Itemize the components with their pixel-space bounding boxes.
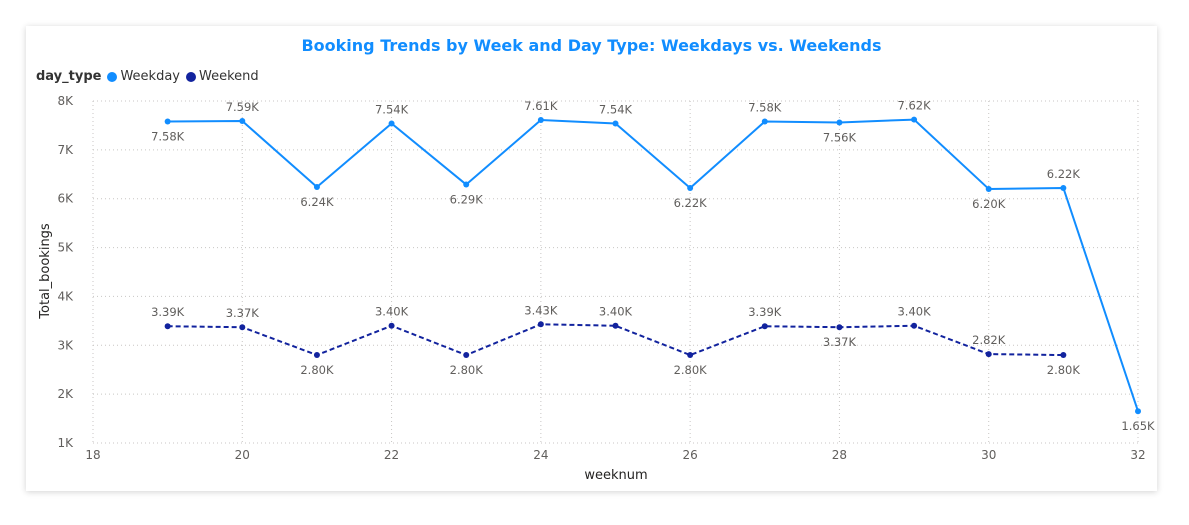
data-label-weekday: 7.58K [151,130,185,144]
x-tick-label: 30 [981,448,996,462]
chart-title: Booking Trends by Week and Day Type: Wee… [301,36,882,55]
data-label-weekday: 6.20K [972,197,1006,211]
data-label-weekday: 7.59K [226,100,260,114]
legend-label-weekday: Weekday [120,69,180,84]
data-label-weekday: 1.65K [1121,419,1155,433]
y-axis-title: Total_bookings [38,223,53,320]
legend-dot-weekend [186,71,196,82]
data-point-weekend[interactable] [239,324,246,331]
series-layer [164,116,1141,415]
data-point-weekday[interactable] [836,119,843,126]
y-tick-label: 7K [57,143,74,157]
legend-dot-weekday [107,71,118,82]
series-line-weekday [167,118,1139,412]
data-point-weekday[interactable] [761,118,768,125]
data-point-weekend[interactable] [761,323,768,330]
y-tick-label: 4K [57,289,74,303]
x-tick-label: 32 [1130,448,1145,462]
y-tick-label: 6K [57,192,74,206]
y-tick-label: 2K [57,387,74,401]
data-label-weekend: 2.80K [450,363,484,377]
y-tick-label: 3K [57,338,74,352]
data-label-weekend: 2.80K [1047,363,1081,377]
legend: day_type Weekday Weekend [36,69,265,84]
data-point-weekend[interactable] [612,322,619,329]
data-point-weekday[interactable] [911,116,918,123]
data-point-weekend[interactable] [463,352,470,359]
data-label-weekday: 6.22K [674,196,708,210]
data-label-weekend: 3.39K [151,305,185,319]
data-label-weekday: 7.62K [897,99,931,113]
x-tick-label: 22 [384,448,399,462]
data-point-weekend[interactable] [388,322,395,329]
data-point-weekday[interactable] [1060,184,1067,191]
data-point-weekend[interactable] [164,323,171,330]
data-label-weekday: 6.29K [450,193,484,207]
data-point-weekend[interactable] [313,352,320,359]
axis-layer: 1K 2K 3K 4K 5K 6K 7K 8K 18 20 22 24 26 28 30 32 [57,94,1145,462]
data-label-weekday: 7.58K [748,101,782,115]
data-label-weekend: 2.82K [972,333,1006,347]
legend-title: day_type [36,69,102,84]
data-label-weekend: 3.40K [897,305,931,319]
legend-label-weekend: Weekend [199,69,259,84]
data-point-weekday[interactable] [985,185,992,192]
data-label-weekend: 3.37K [823,335,857,349]
data-point-weekend[interactable] [985,351,992,358]
chart-card: Booking Trends by Week and Day Type: Wee… [26,26,1157,491]
legend-item-weekend[interactable]: Weekend [186,69,259,84]
data-label-weekend: 2.80K [674,363,708,377]
y-tick-label: 5K [57,241,74,255]
data-label-weekend: 3.43K [524,303,558,317]
grid-layer [92,100,1139,444]
data-label-weekend: 3.40K [375,305,409,319]
data-point-weekday[interactable] [612,120,619,127]
data-label-weekday: 7.61K [524,99,558,113]
data-point-weekend[interactable] [836,324,843,331]
data-label-weekend: 3.39K [748,305,782,319]
x-tick-label: 24 [533,448,548,462]
x-tick-label: 28 [832,448,847,462]
data-point-weekday[interactable] [313,183,320,190]
data-point-weekday[interactable] [537,117,544,124]
data-point-weekday[interactable] [687,184,694,191]
data-label-weekend: 3.40K [599,305,633,319]
y-tick-label: 8K [57,94,74,108]
data-label-weekday: 7.54K [599,102,633,116]
data-point-weekend[interactable] [537,321,544,328]
data-label-weekday: 7.54K [375,102,409,116]
data-point-weekend[interactable] [1060,352,1067,359]
y-tick-label: 1K [57,436,74,450]
data-point-weekday[interactable] [239,118,246,125]
data-point-weekend[interactable] [687,352,694,359]
legend-item-weekday[interactable]: Weekday [107,69,180,84]
data-label-weekend: 3.37K [226,306,260,320]
series-line-weekend [167,323,1064,357]
x-axis-title: weeknum [584,468,647,483]
data-point-weekday[interactable] [463,181,470,188]
x-tick-label: 18 [85,448,100,462]
x-tick-label: 20 [235,448,250,462]
data-label-weekday: 6.24K [300,195,334,209]
data-label-weekday: 7.56K [823,130,857,144]
data-point-weekend[interactable] [911,322,918,329]
data-label-weekday: 6.22K [1047,167,1081,181]
data-point-weekday[interactable] [164,118,171,125]
data-point-weekday[interactable] [1135,408,1141,415]
label-layer: 7.58K 7.59K 6.24K 7.54K 6.29K 7.61K 7.54K 6.22K… [151,99,1155,434]
data-label-weekend: 2.80K [300,363,334,377]
x-tick-label: 26 [683,448,698,462]
data-point-weekday[interactable] [388,120,395,127]
